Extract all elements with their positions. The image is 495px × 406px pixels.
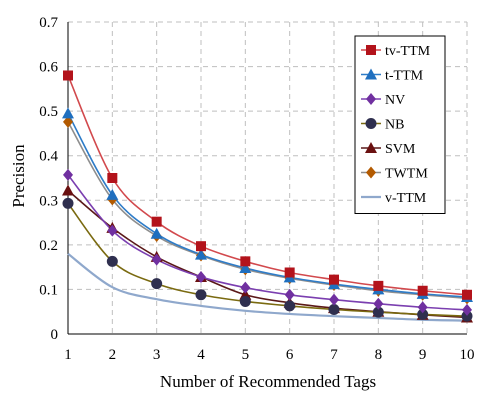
- y-tick-label: 0.4: [39, 149, 58, 165]
- data-point-tv-ttm: [63, 70, 73, 81]
- series-line-twtm: [67, 121, 468, 300]
- legend-marker-svm: [365, 142, 377, 153]
- data-point-nb: [151, 278, 163, 290]
- y-tick-label: 0.6: [39, 60, 58, 76]
- data-point-nb: [372, 306, 384, 318]
- data-point-nv: [151, 253, 162, 266]
- legend-marker-tv-ttm: [366, 45, 376, 55]
- series-line-tv-ttm: [67, 75, 468, 296]
- data-point-nv: [462, 303, 472, 316]
- data-point-tv-ttm: [417, 285, 428, 296]
- x-tick-label: 4: [197, 347, 205, 363]
- data-point-nv: [63, 168, 73, 181]
- x-tick-label: 5: [242, 347, 250, 363]
- data-point-t-ttm: [239, 262, 252, 274]
- x-tick-label: 8: [375, 347, 383, 363]
- data-point-nv: [373, 297, 384, 310]
- data-point-nv: [329, 293, 339, 306]
- data-point-tv-ttm: [462, 289, 472, 300]
- legend-label-twtm: TWTM: [385, 167, 428, 182]
- y-tick-label: 0.7: [39, 15, 58, 31]
- x-tick-label: 10: [460, 347, 475, 363]
- y-tick-label: 0.5: [39, 104, 58, 120]
- data-point-t-ttm: [195, 248, 207, 260]
- data-point-nv: [196, 270, 206, 283]
- x-tick-label: 3: [153, 347, 161, 363]
- data-point-nb: [284, 300, 296, 312]
- legend-marker-twtm: [366, 166, 376, 179]
- y-axis-title: Precision: [9, 144, 28, 208]
- legend-marker-nv: [366, 93, 376, 105]
- legend-label-tv-ttm: tv-TTM: [385, 44, 431, 59]
- x-axis-title: Number of Recommended Tags: [160, 372, 376, 391]
- y-tick-label: 0: [51, 327, 59, 343]
- series-line-t-ttm: [67, 112, 468, 298]
- legend-label-v-ttm: v-TTM: [385, 191, 427, 206]
- data-point-nb: [417, 308, 429, 320]
- data-point-nv: [284, 288, 295, 301]
- data-point-tv-ttm: [284, 267, 295, 278]
- data-point-nb: [461, 310, 473, 322]
- data-point-nb: [106, 255, 118, 267]
- x-tick-label: 7: [330, 347, 338, 363]
- y-tick-label: 0.3: [39, 193, 58, 209]
- data-point-t-ttm: [62, 107, 74, 119]
- series-line-v-ttm: [67, 252, 468, 322]
- data-point-tv-ttm: [196, 241, 206, 252]
- data-point-nb: [195, 289, 207, 301]
- x-tick-label: 1: [64, 347, 72, 363]
- data-point-twtm: [63, 115, 73, 128]
- data-point-tv-ttm: [240, 256, 251, 267]
- grid-layer: [68, 21, 468, 334]
- x-tick-label: 6: [286, 347, 294, 363]
- series-layer: [62, 70, 473, 323]
- data-point-nb: [328, 303, 340, 315]
- data-point-nv: [240, 281, 251, 294]
- y-tick-label: 0.2: [39, 238, 58, 254]
- y-tick-label: 0.1: [39, 282, 58, 298]
- legend-label-svm: SVM: [385, 142, 416, 157]
- data-point-nv: [417, 301, 428, 314]
- series-line-nb: [67, 202, 468, 317]
- data-point-tv-ttm: [107, 173, 118, 183]
- data-point-tv-ttm: [373, 280, 384, 291]
- x-tick-label: 9: [419, 347, 427, 363]
- data-point-tv-ttm: [151, 216, 162, 227]
- legend-marker-nb: [365, 118, 377, 129]
- legend-label-nv: NV: [385, 93, 405, 108]
- x-tick-label: 2: [109, 347, 117, 363]
- data-point-t-ttm: [150, 227, 163, 239]
- data-point-tv-ttm: [329, 274, 339, 285]
- data-point-nv: [107, 224, 118, 237]
- series-line-nv: [67, 174, 468, 311]
- legend-label-t-ttm: t-TTM: [385, 69, 424, 84]
- data-point-nb: [62, 197, 74, 209]
- data-point-svm: [62, 184, 74, 196]
- legend-label-nb: NB: [385, 118, 404, 133]
- data-point-nb: [239, 295, 251, 307]
- legend-marker-t-ttm: [365, 68, 377, 80]
- data-point-t-ttm: [106, 188, 119, 200]
- legend: tv-TTM t-TTM NV NB SVM TWTM v-TTM: [354, 35, 446, 214]
